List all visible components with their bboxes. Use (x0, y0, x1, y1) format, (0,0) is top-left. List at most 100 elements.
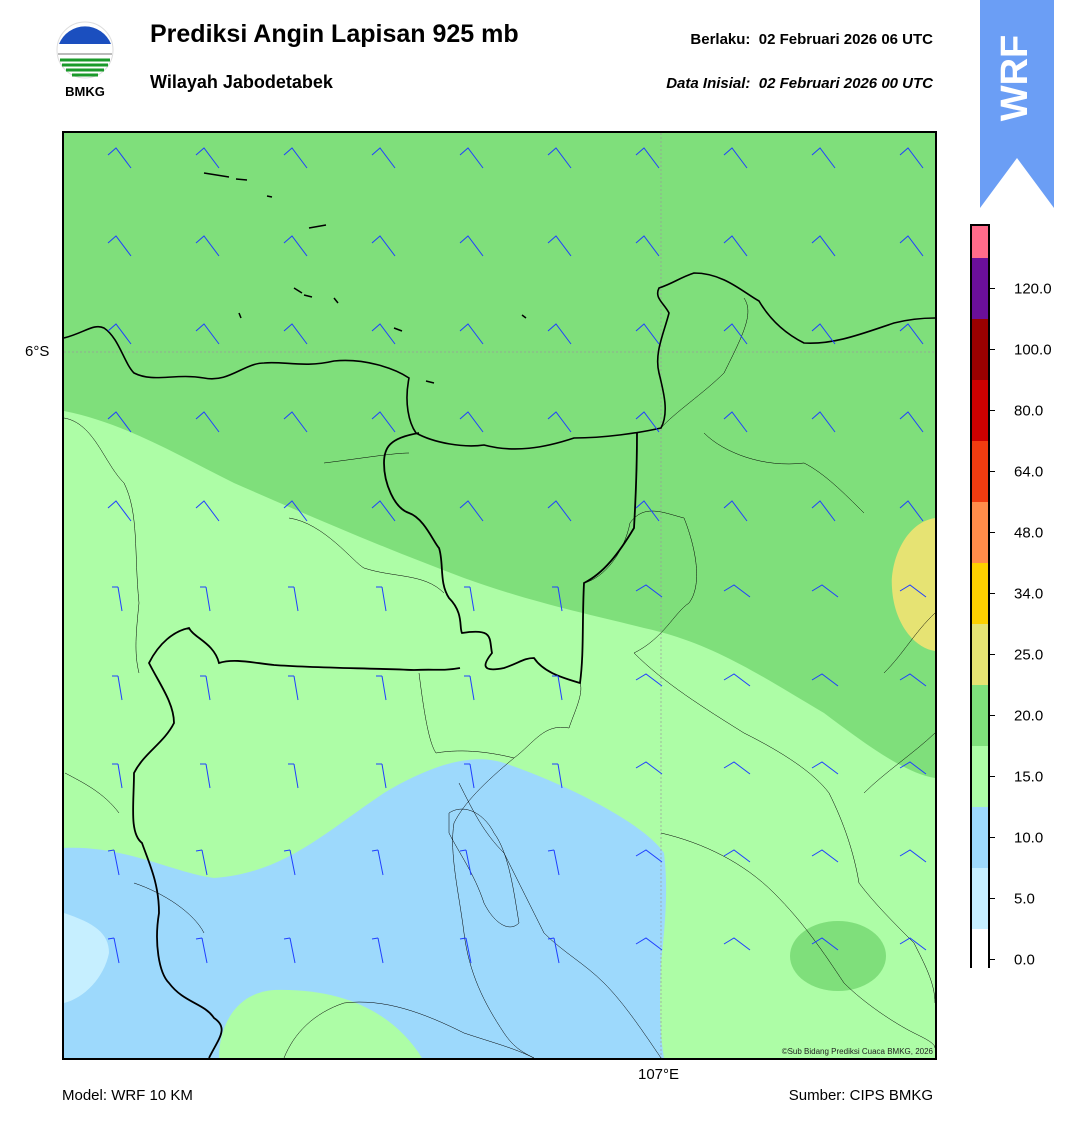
legend-tick-label: 0.0 (1014, 952, 1035, 969)
wind-barb (547, 411, 572, 433)
wind-barb (107, 500, 132, 522)
valid-time: Berlaku: 02 Februari 2026 06 UTC (690, 31, 933, 48)
wrf-banner-text: WRF (994, 35, 1036, 122)
wind-barb (112, 763, 123, 789)
wind-barb (899, 147, 924, 169)
wind-map[interactable]: ©Sub Bidang Prediksi Cuaca BMKG, 2026 (62, 131, 937, 1060)
wind-barb (899, 761, 927, 775)
wind-barb (288, 586, 299, 612)
region-20-25-south (790, 921, 886, 991)
wind-barb (552, 675, 563, 701)
wind-barb (635, 323, 660, 345)
map-credit: ©Sub Bidang Prediksi Cuaca BMKG, 2026 (781, 1047, 933, 1056)
longitude-label: 107°E (638, 1066, 680, 1083)
wind-barb (547, 323, 572, 345)
wind-barb (899, 673, 927, 687)
legend-tick-label: 80.0 (1014, 403, 1043, 420)
wind-barb (464, 675, 475, 701)
legend-swatch (971, 258, 989, 319)
color-legend: 0.0 5.0 10.0 15.0 20.0 25.0 34.0 48.0 64.0 80.0 10… (969, 223, 1081, 991)
wind-barb (107, 235, 132, 257)
wind-barb (376, 586, 387, 612)
legend-swatch (971, 563, 989, 624)
legend-swatch (971, 441, 989, 502)
wind-barb (899, 235, 924, 257)
wind-barb (464, 586, 475, 612)
wind-barb (635, 500, 660, 522)
wind-barb (464, 763, 475, 789)
wind-barb (283, 323, 308, 345)
region-5-10 (64, 913, 109, 1003)
wind-barb (811, 411, 836, 433)
page-subtitle: Wilayah Jabodetabek (150, 72, 333, 92)
legend-swatch (971, 380, 989, 441)
color-legend-bar: 0.0 5.0 10.0 15.0 20.0 25.0 34.0 48.0 64.0 80.0 10… (970, 224, 1052, 991)
wind-barb (107, 937, 120, 964)
wind-barb (899, 411, 924, 433)
wind-barb (371, 323, 396, 345)
wind-barb (371, 147, 396, 169)
wind-barb (283, 147, 308, 169)
source-label: Sumber: CIPS BMKG (788, 1087, 933, 1104)
wind-barb (635, 937, 663, 951)
legend-swatch (971, 929, 989, 990)
legend-tick-label: 48.0 (1014, 525, 1043, 542)
wind-barb (723, 323, 748, 345)
wind-barb (283, 937, 296, 964)
bmkg-logo: BMKG (52, 20, 118, 100)
wind-barb (283, 849, 296, 876)
wind-barb (811, 761, 839, 775)
bmkg-logo-icon (56, 21, 114, 79)
wind-barb (459, 235, 484, 257)
wind-barb (723, 411, 748, 433)
wind-barb (635, 761, 663, 775)
wind-barb (371, 937, 384, 964)
wind-barb (635, 235, 660, 257)
wind-barb (371, 411, 396, 433)
wind-barb (811, 849, 839, 863)
wind-barb (200, 675, 211, 701)
region-15-20-south (219, 989, 422, 1058)
wind-barb (899, 323, 924, 345)
wind-barb (195, 849, 208, 876)
init-time: Data Inisial: 02 Februari 2026 00 UTC (666, 75, 933, 92)
legend-tick-label: 5.0 (1014, 891, 1035, 908)
legend-tick-label: 64.0 (1014, 464, 1043, 481)
legend-tick-label: 15.0 (1014, 769, 1043, 786)
wind-barb (371, 235, 396, 257)
legend-swatch (971, 502, 989, 563)
wind-barb (811, 937, 839, 951)
region-20-25 (64, 133, 935, 778)
wind-barb (723, 235, 748, 257)
wind-barb (899, 584, 927, 598)
wind-barb (635, 147, 660, 169)
wind-barb (899, 500, 924, 522)
wind-barb (635, 584, 663, 598)
wind-barb (811, 323, 836, 345)
wind-barb (107, 411, 132, 433)
legend-swatch (971, 868, 989, 929)
wind-barb (811, 584, 839, 598)
wind-barb (723, 937, 751, 951)
wind-barb (376, 675, 387, 701)
wind-barb (195, 411, 220, 433)
wind-barb (459, 937, 472, 964)
wind-barb (723, 761, 751, 775)
legend-swatch (971, 225, 989, 258)
wind-barb (371, 500, 396, 522)
wind-barb (459, 411, 484, 433)
wind-barb (635, 673, 663, 687)
latitude-label: 6°S (25, 343, 50, 360)
legend-tick-label: 120.0 (1014, 281, 1052, 298)
wrf-banner: WRF (980, 0, 1054, 208)
legend-tick-label: 25.0 (1014, 647, 1043, 664)
wind-barb (723, 584, 751, 598)
legend-tick-label: 10.0 (1014, 830, 1043, 847)
province-boundary-west (132, 626, 461, 1058)
wind-barb (459, 849, 472, 876)
wind-barb (723, 849, 751, 863)
wind-barb (288, 675, 299, 701)
region-10-15 (64, 759, 667, 1058)
wind-barb (811, 500, 836, 522)
wind-barb (376, 763, 387, 789)
